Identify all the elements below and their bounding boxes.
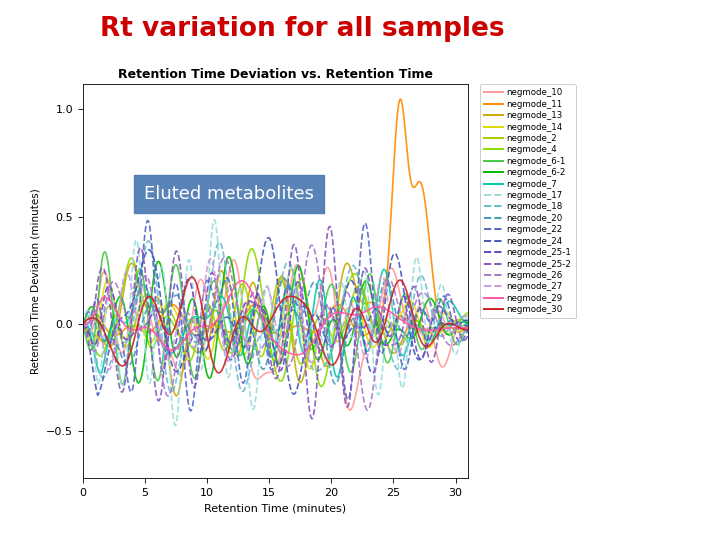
Text: Rt variation for all samples: Rt variation for all samples (100, 16, 505, 42)
Title: Retention Time Deviation vs. Retention Time: Retention Time Deviation vs. Retention T… (118, 68, 433, 81)
Legend: negmode_10, negmode_11, negmode_13, negmode_14, negmode_2, negmode_4, negmode_6-: negmode_10, negmode_11, negmode_13, negm… (480, 84, 576, 319)
X-axis label: Retention Time (minutes): Retention Time (minutes) (204, 503, 346, 513)
Text: Eluted metabolites: Eluted metabolites (144, 185, 314, 203)
Y-axis label: Retention Time Deviation (minutes): Retention Time Deviation (minutes) (30, 188, 40, 374)
